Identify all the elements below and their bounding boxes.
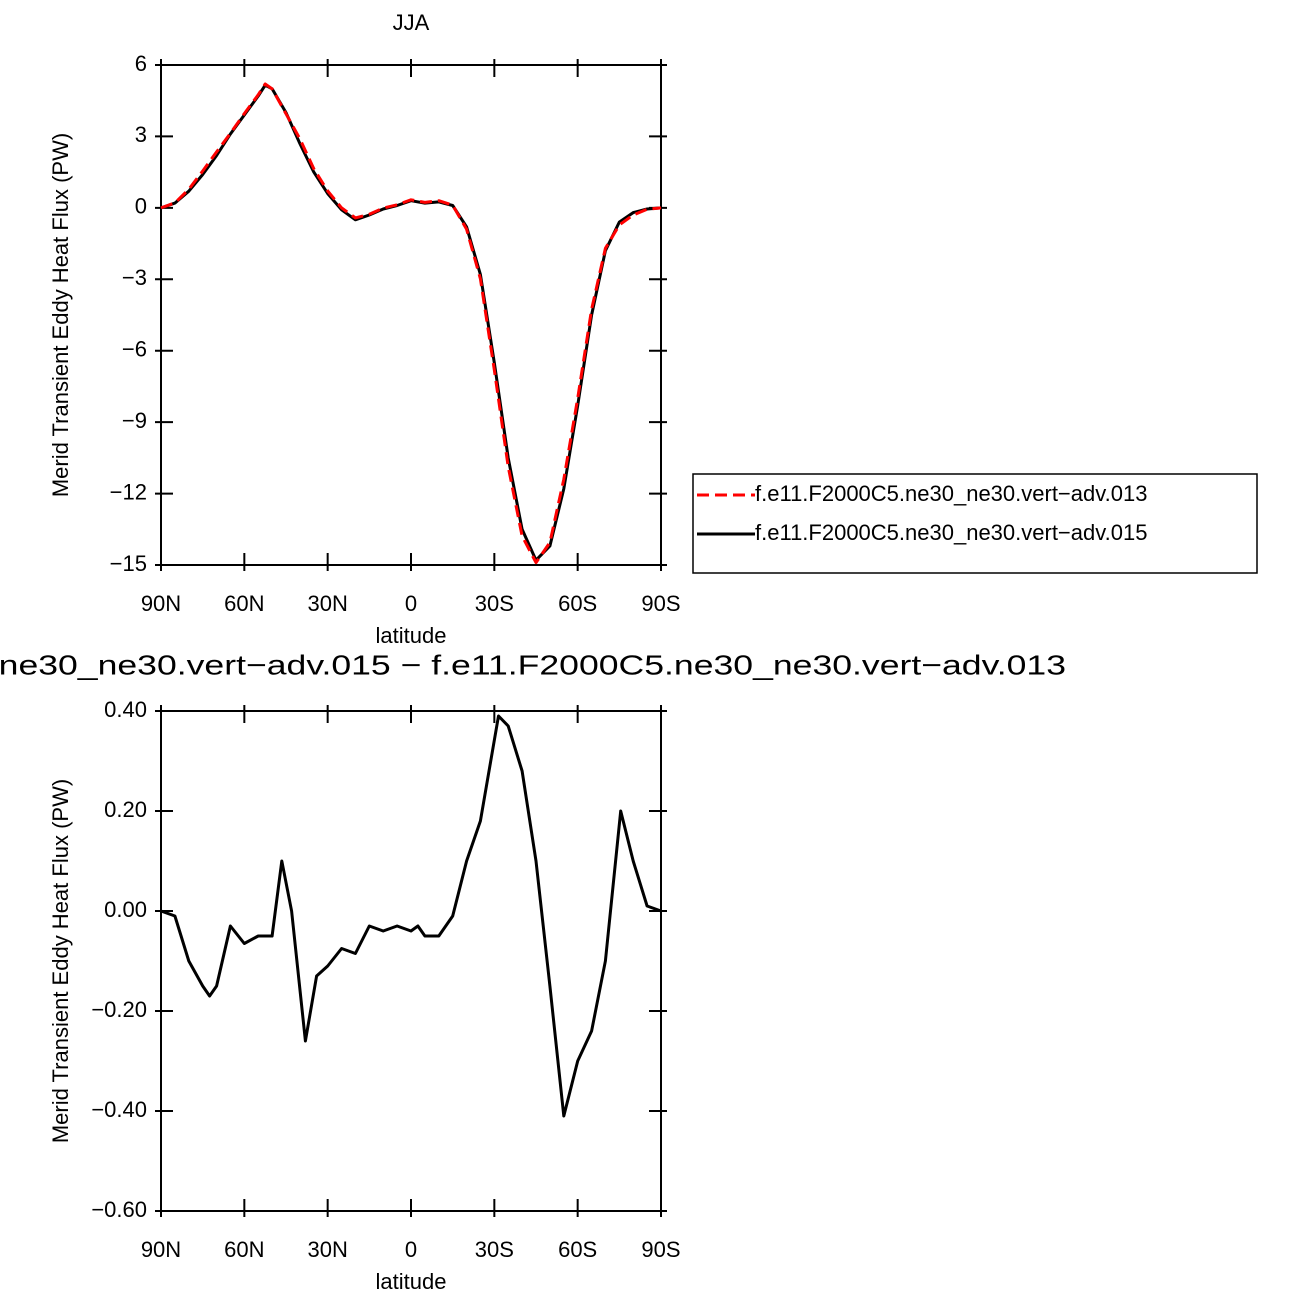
legend-label: f.e11.F2000C5.ne30_ne30.vert−adv.013: [755, 481, 1147, 506]
x-tick-label: 60S: [558, 1237, 597, 1262]
x-tick-label: 90N: [141, 1237, 181, 1262]
y-tick-label: −0.60: [91, 1197, 147, 1222]
series-line: [160, 82, 662, 565]
y-axis-label: Merid Transient Eddy Heat Flux (PW): [48, 133, 73, 497]
y-tick-label: −3: [122, 265, 147, 290]
chart-title: f.e11.F2000C5.ne30_ne30.vert−adv.015 − f…: [0, 649, 1066, 680]
x-tick-label: 60S: [558, 591, 597, 616]
x-tick-label: 90S: [641, 591, 680, 616]
y-tick-label: 3: [135, 122, 147, 147]
y-tick-label: −0.40: [91, 1097, 147, 1122]
y-tick-label: −12: [110, 479, 147, 504]
plot-frame: [160, 64, 662, 566]
legend-box: [692, 473, 1258, 574]
x-tick-label: 60N: [224, 591, 264, 616]
y-tick-label: 0.20: [104, 797, 147, 822]
x-tick-label: 90S: [641, 1237, 680, 1262]
y-axis-label: Merid Transient Eddy Heat Flux (PW): [48, 779, 73, 1143]
x-tick-label: 30N: [307, 591, 347, 616]
x-tick-label: 60N: [224, 1237, 264, 1262]
x-tick-label: 0: [405, 591, 417, 616]
x-tick-label: 30S: [475, 591, 514, 616]
x-tick-label: 90N: [141, 591, 181, 616]
legend-label: f.e11.F2000C5.ne30_ne30.vert−adv.015: [755, 520, 1147, 545]
y-tick-label: −0.20: [91, 997, 147, 1022]
x-tick-label: 30N: [307, 1237, 347, 1262]
series-line: [160, 714, 662, 1118]
x-tick-label: 30S: [475, 1237, 514, 1262]
plot-frame: [160, 710, 662, 1212]
y-tick-label: −9: [122, 408, 147, 433]
y-tick-label: −15: [110, 551, 147, 576]
x-tick-label: 0: [405, 1237, 417, 1262]
series-line: [160, 83, 662, 562]
x-axis-label: latitude: [376, 1269, 447, 1294]
x-axis-label: latitude: [376, 623, 447, 648]
y-tick-label: 0: [135, 194, 147, 219]
chart-title: JJA: [393, 10, 430, 35]
y-tick-label: 6: [135, 51, 147, 76]
y-tick-label: 0.40: [104, 697, 147, 722]
y-tick-label: −6: [122, 337, 147, 362]
y-tick-label: 0.00: [104, 897, 147, 922]
